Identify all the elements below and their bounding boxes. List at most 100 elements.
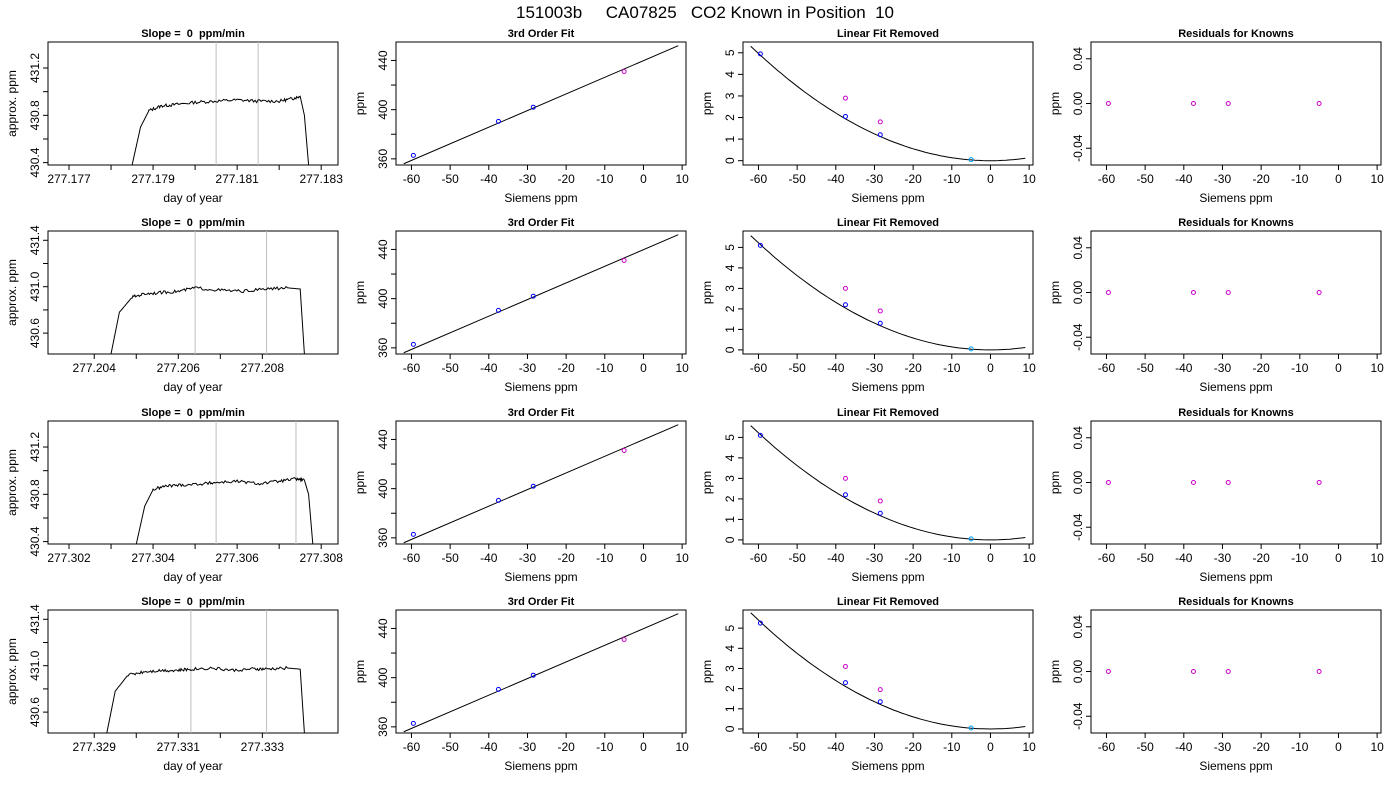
x-tick-label: -30 <box>1214 740 1232 754</box>
plot-frame <box>1090 420 1382 545</box>
data-point-standard <box>410 531 416 537</box>
x-tick-label: -10 <box>1291 361 1309 375</box>
panel-r1c2: 3rd Order Fit -60 -50 -40 -30 -20 -10 0 10 360 400… <box>353 28 689 205</box>
data-point-reference <box>621 258 627 264</box>
data-point-reference <box>1190 290 1196 295</box>
panel-title: Slope = 0 ppm/min <box>141 596 245 608</box>
x-tick-label: -50 <box>788 551 806 565</box>
data-point-standard <box>410 720 416 726</box>
y-tick-label: 440 <box>376 239 390 259</box>
x-tick-label: -20 <box>557 361 575 375</box>
data-point-reference <box>842 285 848 291</box>
y-tick-label: 430.8 <box>28 479 42 509</box>
y-tick-label: 0.00 <box>1071 91 1085 115</box>
y-tick-label: 431.2 <box>28 53 42 83</box>
panel-r2c1: Slope = 0 ppm/min 277.204 277.206 277.208 43… <box>5 217 339 394</box>
x-tick-label: -30 <box>1214 172 1232 186</box>
panel-title: Linear Fit Removed <box>837 407 939 419</box>
x-tick-label: -10 <box>596 551 614 565</box>
data-point-reference <box>842 95 848 101</box>
y-tick-label: -0.04 <box>1071 134 1085 162</box>
data-point-standard <box>757 620 763 626</box>
x-tick-label: 277.308 <box>299 551 343 565</box>
y-axis-label: ppm <box>1048 281 1062 304</box>
x-axis-label: Siemens ppm <box>504 759 577 773</box>
data-marks <box>750 235 1026 352</box>
x-tick-label: 277.181 <box>215 172 259 186</box>
x-tick-label: 277.204 <box>73 361 117 375</box>
y-tick-label: 431.0 <box>28 650 42 680</box>
x-tick-label: 277.331 <box>157 740 201 754</box>
x-tick-label: 277.306 <box>215 551 259 565</box>
data-point-standard <box>530 293 536 299</box>
x-tick-label: -50 <box>441 740 459 754</box>
y-tick-label: 430.6 <box>28 697 42 727</box>
data-point-reference <box>1105 669 1111 674</box>
x-tick-label: -10 <box>943 551 961 565</box>
y-axis-label: ppm <box>353 471 367 494</box>
x-tick-label: -60 <box>403 361 421 375</box>
x-axis-label: Siemens ppm <box>1199 380 1272 394</box>
data-point-standard <box>842 680 848 686</box>
x-tick-label: -20 <box>557 740 575 754</box>
data-point-standard <box>530 483 536 489</box>
x-tick-label: 0 <box>640 361 647 375</box>
x-tick-label: -50 <box>441 551 459 565</box>
x-tick-label: 10 <box>675 361 689 375</box>
y-tick-label: 4 <box>723 454 737 461</box>
data-point-reference <box>877 308 883 314</box>
panel-r3c2: 3rd Order Fit -60 -50 -40 -30 -20 -10 0 10 360 400… <box>353 407 689 584</box>
x-tick-label: -40 <box>1175 172 1193 186</box>
plot-frame <box>47 609 339 734</box>
x-tick-label: -30 <box>866 361 884 375</box>
y-tick-label: 400 <box>376 288 390 308</box>
panel-title: 3rd Order Fit <box>508 217 575 229</box>
data-marks <box>750 45 1026 163</box>
y-tick-label: 4 <box>723 645 737 652</box>
data-point-standard <box>530 672 536 678</box>
x-tick-label: -10 <box>1291 172 1309 186</box>
data-marks <box>403 613 679 733</box>
x-tick-label: -40 <box>1175 361 1193 375</box>
plot-frame <box>395 609 687 734</box>
x-axis-label: Siemens ppm <box>504 380 577 394</box>
data-point-reference <box>621 69 627 75</box>
data-point-reference <box>1190 669 1196 674</box>
plot-frame <box>1090 609 1382 734</box>
y-tick-label: 3 <box>723 475 737 482</box>
x-axis-label: day of year <box>163 759 222 773</box>
y-tick-label: 2 <box>723 114 737 121</box>
panel-r4c1: Slope = 0 ppm/min 277.329 277.331 277.333 43… <box>5 596 339 773</box>
data-point-reference <box>842 663 848 669</box>
y-tick-label: 430.8 <box>28 100 42 130</box>
y-tick-label: 0.04 <box>1071 47 1085 71</box>
x-tick-label: 277.333 <box>241 740 285 754</box>
plot-frame <box>395 41 687 166</box>
y-axis-label: ppm <box>1048 471 1062 494</box>
x-tick-label: -40 <box>827 551 845 565</box>
data-point-standard <box>842 302 848 308</box>
x-tick-label: -20 <box>904 551 922 565</box>
x-tick-label: -40 <box>1175 740 1193 754</box>
y-axis-label: ppm <box>353 660 367 683</box>
data-point-reference <box>1105 480 1111 485</box>
x-axis-label: day of year <box>163 570 222 584</box>
y-tick-label: 431.0 <box>28 271 42 301</box>
x-tick-label: -30 <box>866 172 884 186</box>
x-tick-label: -10 <box>943 740 961 754</box>
y-tick-label: 431.4 <box>28 225 42 255</box>
y-tick-label: -0.04 <box>1071 323 1085 351</box>
x-tick-label: -10 <box>943 361 961 375</box>
x-tick-label: -60 <box>403 740 421 754</box>
plot-frame <box>742 230 1034 355</box>
x-tick-label: 277.304 <box>131 551 175 565</box>
panel-title: 3rd Order Fit <box>508 596 575 608</box>
x-tick-label: -60 <box>1098 361 1116 375</box>
data-marks <box>1105 290 1322 295</box>
residual-curve <box>750 45 1026 162</box>
x-tick-label: -60 <box>1098 740 1116 754</box>
panel-title: Linear Fit Removed <box>837 217 939 229</box>
x-tick-label: 10 <box>675 172 689 186</box>
